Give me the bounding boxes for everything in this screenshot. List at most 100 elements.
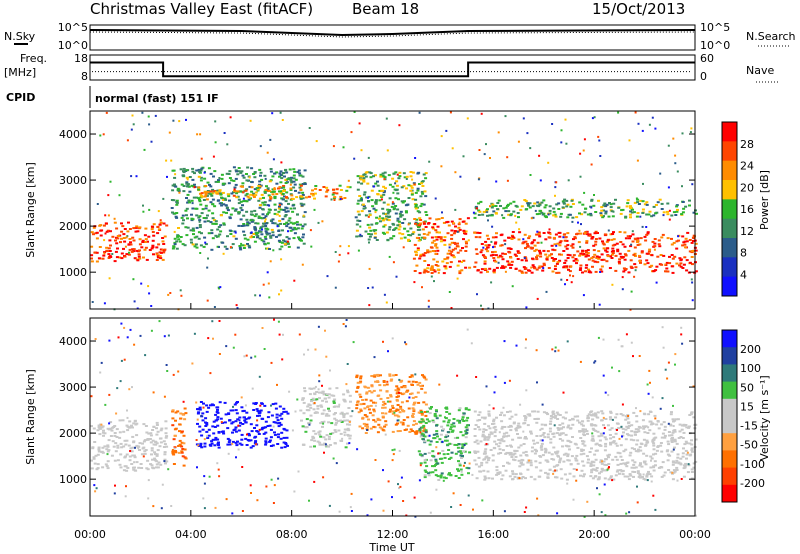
echo-cell bbox=[578, 201, 582, 204]
echo-cell bbox=[242, 230, 246, 233]
echo-cell bbox=[272, 421, 276, 424]
echo-cell bbox=[645, 454, 649, 457]
echo-cell bbox=[281, 193, 285, 195]
echo-cell bbox=[586, 419, 590, 422]
echo-cell bbox=[692, 240, 695, 242]
echo-cell bbox=[552, 258, 556, 261]
scatter-point bbox=[350, 510, 353, 512]
echo-cell bbox=[244, 421, 248, 424]
echo-cell bbox=[426, 270, 430, 273]
echo-cell bbox=[639, 261, 642, 264]
echo-cell bbox=[524, 247, 527, 250]
echo-cell bbox=[550, 253, 553, 256]
echo-cell bbox=[394, 171, 398, 174]
echo-cell bbox=[624, 215, 628, 218]
echo-cell bbox=[269, 196, 272, 198]
echo-cell bbox=[204, 193, 208, 196]
scatter-point bbox=[212, 155, 215, 158]
echo-cell bbox=[424, 211, 428, 214]
echo-cell bbox=[165, 445, 169, 448]
echo-cell bbox=[561, 439, 565, 442]
echo-cell bbox=[546, 436, 550, 439]
scatter-point bbox=[353, 111, 356, 113]
echo-cell bbox=[443, 476, 446, 479]
scatter-point bbox=[649, 381, 651, 384]
echo-cell bbox=[666, 453, 670, 456]
echo-cell bbox=[158, 223, 162, 226]
echo-cell bbox=[150, 247, 154, 250]
echo-cell bbox=[507, 263, 511, 266]
scatter-point bbox=[218, 320, 221, 322]
echo-cell bbox=[396, 422, 399, 425]
echo-cell bbox=[279, 222, 283, 225]
echo-cell bbox=[673, 429, 677, 432]
echo-cell bbox=[299, 202, 303, 205]
echo-cell bbox=[676, 208, 679, 211]
echo-cell bbox=[197, 175, 201, 178]
echo-cell bbox=[554, 469, 558, 472]
echo-cell bbox=[213, 219, 217, 222]
scatter-point bbox=[452, 222, 455, 225]
echo-cell bbox=[280, 241, 284, 244]
echo-cell bbox=[495, 266, 499, 269]
scatter-point bbox=[593, 116, 596, 119]
scatter-point bbox=[243, 355, 246, 358]
echo-cell bbox=[559, 427, 563, 430]
echo-cell bbox=[318, 430, 322, 433]
echo-cell bbox=[675, 442, 679, 445]
echo-cell bbox=[119, 241, 122, 244]
scatter-point bbox=[639, 410, 642, 413]
echo-cell bbox=[553, 249, 557, 252]
echo-cell bbox=[388, 373, 392, 376]
echo-cell bbox=[231, 440, 235, 443]
echo-cell bbox=[228, 229, 232, 232]
echo-cell bbox=[199, 442, 203, 445]
echo-cell bbox=[260, 233, 264, 236]
echo-cell bbox=[278, 219, 282, 222]
echo-cell bbox=[107, 247, 111, 250]
echo-cell bbox=[525, 454, 529, 457]
colorbar-frame bbox=[721, 121, 738, 297]
echo-cell bbox=[636, 198, 640, 201]
echo-cell bbox=[630, 447, 634, 450]
scatter-point bbox=[264, 218, 267, 221]
echo-cell bbox=[676, 418, 680, 421]
echo-cell bbox=[213, 170, 217, 173]
echo-cell bbox=[411, 232, 415, 235]
echo-cell bbox=[519, 444, 523, 447]
echo-cell bbox=[384, 217, 388, 220]
echo-cell bbox=[534, 466, 538, 469]
echo-cell bbox=[184, 209, 188, 212]
echo-cell bbox=[266, 416, 270, 419]
echo-cell bbox=[423, 411, 427, 413]
echo-cell bbox=[474, 424, 478, 426]
echo-cell bbox=[567, 440, 571, 443]
echo-cell bbox=[671, 271, 675, 274]
echo-cell bbox=[627, 421, 631, 424]
scatter-point bbox=[419, 464, 422, 467]
echo-cell bbox=[562, 201, 566, 204]
echo-cell bbox=[597, 435, 601, 438]
echo-cell bbox=[694, 270, 698, 273]
echo-cell bbox=[348, 186, 352, 189]
echo-cell bbox=[301, 443, 305, 446]
echo-cell bbox=[304, 196, 308, 199]
echo-cell bbox=[346, 442, 349, 445]
echo-cell bbox=[484, 456, 488, 459]
echo-cell bbox=[514, 429, 518, 432]
echo-cell bbox=[594, 458, 598, 461]
echo-cell bbox=[246, 243, 249, 245]
scatter-point bbox=[575, 468, 578, 471]
echo-cell bbox=[254, 191, 258, 194]
echo-cell bbox=[393, 414, 397, 417]
echo-cell bbox=[446, 232, 450, 235]
echo-cell bbox=[595, 257, 599, 259]
echo-cell bbox=[505, 431, 509, 434]
echo-cell bbox=[448, 412, 452, 415]
echo-cell bbox=[602, 247, 606, 250]
scatter-point bbox=[322, 422, 325, 425]
echo-cell bbox=[434, 474, 438, 477]
scatter-point bbox=[137, 447, 140, 450]
echo-cell bbox=[243, 244, 247, 247]
scatter-point bbox=[147, 497, 150, 500]
